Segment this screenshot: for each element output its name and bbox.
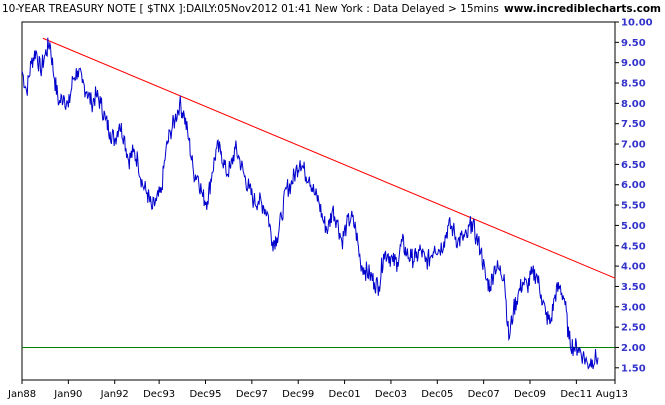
x-tick-label: Jan90	[53, 389, 82, 400]
y-tick-label: 4.50	[621, 241, 646, 252]
series-line	[21, 37, 599, 370]
y-tick-label: 9.00	[621, 58, 646, 69]
chart-title: 10-YEAR TREASURY NOTE [ $TNX ]:DAILY:05N…	[2, 3, 499, 15]
x-tick-label: Dec07	[468, 389, 500, 400]
x-tick-label: Dec09	[514, 389, 546, 400]
x-tick-label: Jan88	[7, 389, 36, 400]
x-tick-label: Dec01	[329, 389, 361, 400]
y-tick-label: 8.00	[621, 99, 646, 110]
x-tick-label: Dec93	[143, 389, 175, 400]
y-tick-label: 1.50	[621, 363, 646, 374]
y-tick-label: 10.00	[621, 18, 653, 29]
site-link[interactable]: www.incrediblecharts.com	[504, 3, 661, 15]
annotations	[22, 37, 616, 348]
y-axis: 1.50 2.00 2.50 3.00 3.50 4.00 4.50 5.00 5.50 6.00…	[615, 18, 653, 374]
y-tick-label: 2.00	[621, 343, 646, 354]
series-group	[21, 37, 599, 370]
y-tick-label: 3.00	[621, 302, 646, 313]
x-tick-label: Dec05	[421, 389, 453, 400]
x-tick-label: Aug13	[596, 389, 628, 400]
x-axis: Jan88 Jan90 Jan92 Dec93 Dec95 Dec97 Dec99 Dec01…	[7, 380, 628, 400]
y-tick-label: 5.50	[621, 201, 646, 212]
x-tick-label: Jan92	[100, 389, 129, 400]
plot-frame	[21, 21, 616, 381]
y-tick-label: 2.50	[621, 323, 646, 334]
y-tick-label: 6.50	[621, 160, 646, 171]
y-tick-label: 3.50	[621, 282, 646, 293]
y-tick-label: 8.50	[621, 79, 646, 90]
y-tick-label: 6.00	[621, 180, 646, 191]
resistance-trendline	[42, 37, 616, 279]
chart-header: 10-YEAR TREASURY NOTE [ $TNX ]:DAILY:05N…	[0, 0, 665, 20]
y-tick-label: 7.00	[621, 140, 646, 151]
x-tick-label: Dec97	[236, 389, 268, 400]
x-tick-label: Dec99	[282, 389, 314, 400]
y-tick-label: 7.50	[621, 119, 646, 130]
y-tick-label: 5.00	[621, 221, 646, 232]
x-tick-label: Dec95	[189, 389, 221, 400]
x-tick-label: Dec11	[560, 389, 592, 400]
x-tick-label: Dec03	[375, 389, 407, 400]
y-tick-label: 4.00	[621, 262, 646, 273]
y-tick-label: 9.50	[621, 38, 646, 49]
